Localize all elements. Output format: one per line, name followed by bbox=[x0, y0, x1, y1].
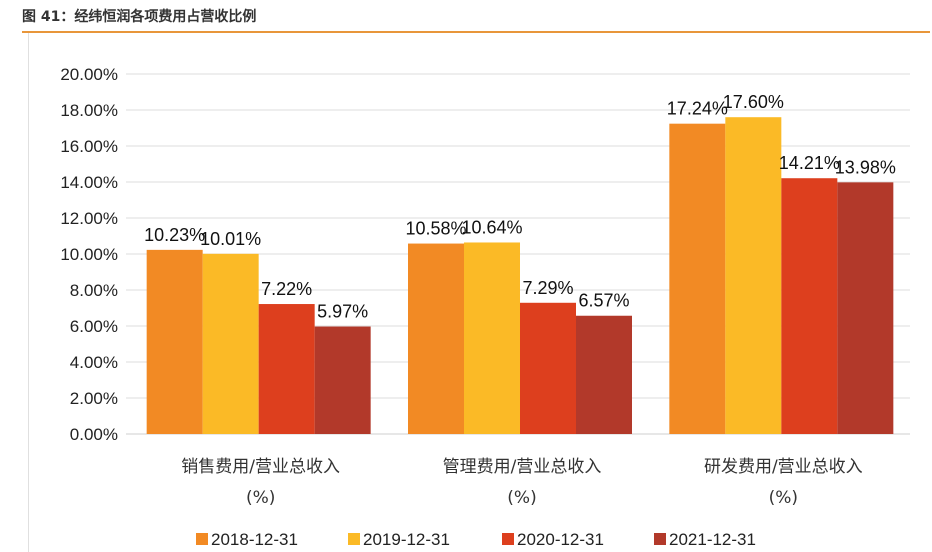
bar bbox=[146, 249, 203, 434]
bar bbox=[576, 315, 632, 434]
x-category-label: 管理费用/营业总收入 bbox=[443, 457, 602, 477]
bar bbox=[464, 242, 520, 434]
x-category-label: 销售费用/营业总收入 bbox=[181, 457, 340, 477]
bar bbox=[669, 123, 726, 435]
bar bbox=[314, 326, 371, 434]
x-category-label: 研发费用/营业总收入 bbox=[704, 457, 863, 477]
data-label: 10.01% bbox=[200, 229, 261, 249]
data-label: 10.64% bbox=[461, 217, 522, 237]
data-label: 10.58% bbox=[405, 219, 466, 239]
x-category-label: (%) bbox=[246, 488, 275, 508]
bar bbox=[725, 117, 782, 434]
data-label: 7.22% bbox=[261, 279, 312, 299]
bar bbox=[837, 182, 894, 434]
legend-label: 2020-12-31 bbox=[517, 530, 604, 549]
y-tick-label: 2.00% bbox=[70, 389, 118, 408]
x-category-label: (%) bbox=[507, 488, 536, 508]
data-label: 7.29% bbox=[522, 278, 573, 298]
legend-swatch bbox=[196, 533, 208, 545]
bar bbox=[202, 253, 259, 434]
y-tick-label: 4.00% bbox=[70, 353, 118, 372]
data-label: 17.24% bbox=[667, 99, 728, 119]
data-label: 10.23% bbox=[144, 225, 205, 245]
legend-label: 2021-12-31 bbox=[669, 530, 756, 549]
y-tick-label: 8.00% bbox=[70, 281, 118, 300]
y-tick-label: 10.00% bbox=[60, 245, 118, 264]
y-tick-label: 16.00% bbox=[60, 137, 118, 156]
y-tick-label: 0.00% bbox=[70, 425, 118, 444]
bar bbox=[258, 304, 315, 434]
y-tick-label: 18.00% bbox=[60, 101, 118, 120]
data-label: 13.98% bbox=[835, 157, 896, 177]
data-label: 14.21% bbox=[779, 153, 840, 173]
legend-label: 2019-12-31 bbox=[363, 530, 450, 549]
data-label: 5.97% bbox=[317, 302, 368, 322]
legend-swatch bbox=[348, 533, 360, 545]
data-label: 6.57% bbox=[578, 291, 629, 311]
y-tick-label: 6.00% bbox=[70, 317, 118, 336]
legend-label: 2018-12-31 bbox=[211, 530, 298, 549]
bar bbox=[520, 302, 576, 434]
title-divider bbox=[22, 31, 930, 33]
y-tick-label: 14.00% bbox=[60, 173, 118, 192]
bar bbox=[408, 243, 464, 434]
figure-title: 图 41：经纬恒润各项费用占营收比例 bbox=[22, 9, 257, 25]
bar bbox=[781, 178, 838, 434]
legend-swatch bbox=[502, 533, 514, 545]
legend-swatch bbox=[654, 533, 666, 545]
data-label: 17.60% bbox=[723, 92, 784, 112]
x-category-label: (%) bbox=[769, 488, 798, 508]
y-tick-label: 20.00% bbox=[60, 65, 118, 84]
y-tick-label: 12.00% bbox=[60, 209, 118, 228]
left-border bbox=[28, 33, 29, 552]
